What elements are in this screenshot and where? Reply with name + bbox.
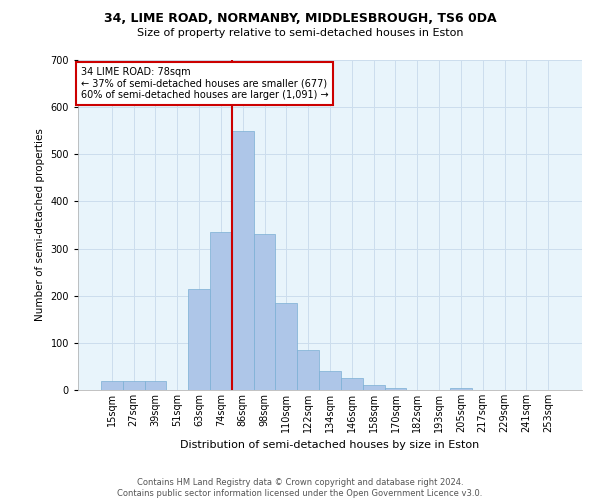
Bar [363,386,385,390]
Bar [188,288,210,390]
Text: Size of property relative to semi-detached houses in Eston: Size of property relative to semi-detach… [137,28,463,38]
Text: 34 LIME ROAD: 78sqm
← 37% of semi-detached houses are smaller (677)
60% of semi-: 34 LIME ROAD: 78sqm ← 37% of semi-detach… [80,66,328,100]
Bar [232,130,254,390]
Bar [254,234,275,390]
Y-axis label: Number of semi-detached properties: Number of semi-detached properties [35,128,45,322]
Bar [319,371,341,390]
Bar [210,232,232,390]
Bar [275,303,297,390]
Bar [385,388,406,390]
Bar [341,378,363,390]
Text: Contains HM Land Registry data © Crown copyright and database right 2024.
Contai: Contains HM Land Registry data © Crown c… [118,478,482,498]
Bar [145,380,166,390]
Bar [450,388,472,390]
X-axis label: Distribution of semi-detached houses by size in Eston: Distribution of semi-detached houses by … [181,440,479,450]
Text: 34, LIME ROAD, NORMANBY, MIDDLESBROUGH, TS6 0DA: 34, LIME ROAD, NORMANBY, MIDDLESBROUGH, … [104,12,496,26]
Bar [297,350,319,390]
Bar [101,380,123,390]
Bar [123,380,145,390]
